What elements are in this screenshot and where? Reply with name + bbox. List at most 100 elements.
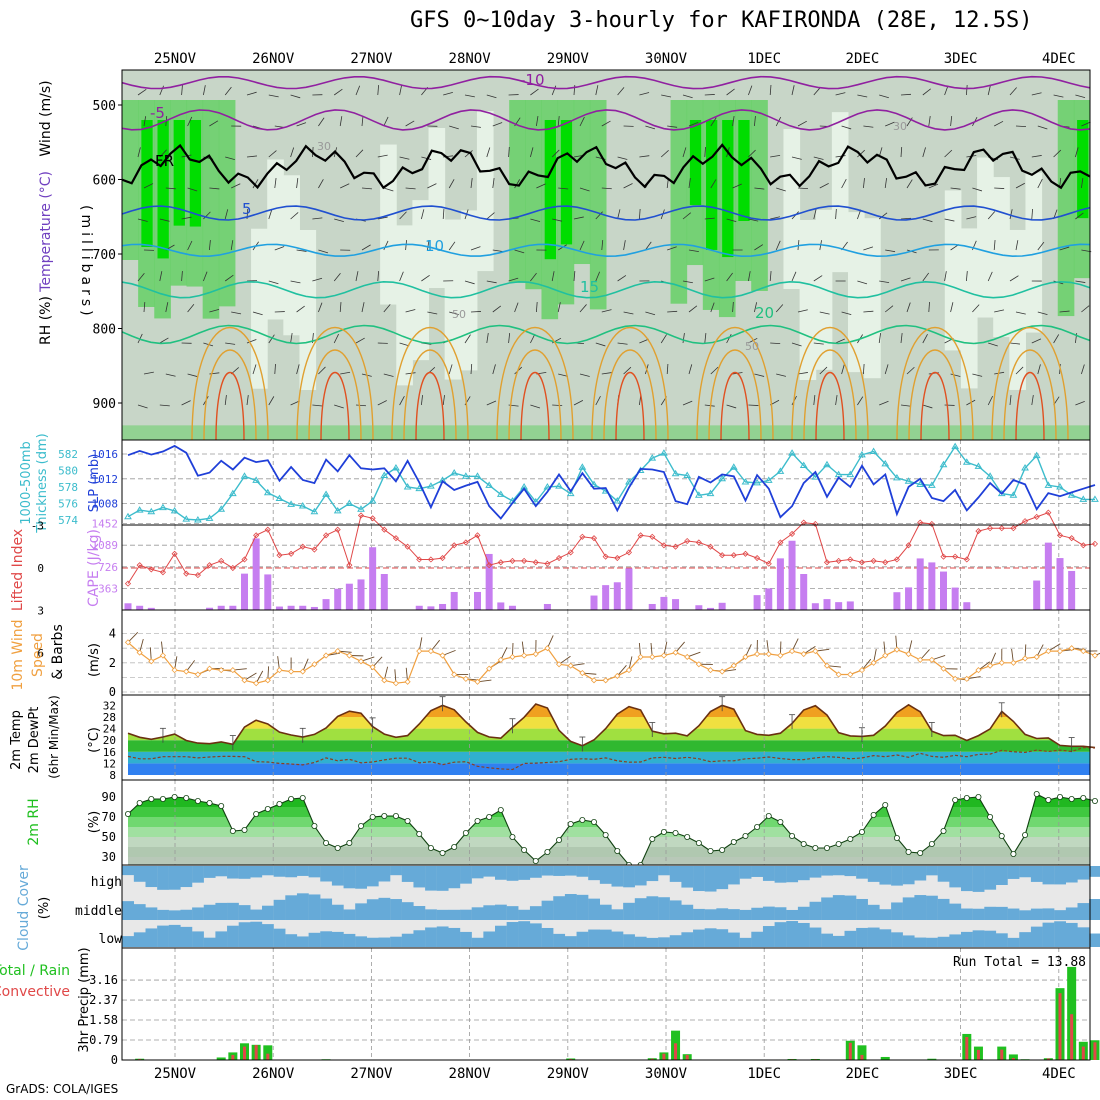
rh-point [742,833,749,840]
wind-barb [1009,395,1012,406]
wind-barb [754,302,758,313]
wind-barb [922,218,933,223]
wind-barb [791,85,795,96]
lifted-point [555,554,563,562]
wind-barb [813,87,821,96]
cloud-column [495,866,507,880]
lifted-point [497,559,504,566]
cloud-column [611,909,624,920]
cloud-column [308,894,321,920]
rh-point [1057,794,1064,801]
wind-barb [863,178,865,189]
lifted-point [719,552,726,559]
wind-barb [688,178,691,189]
lifted-point [882,559,889,566]
wind-speed-point [754,650,761,658]
cloud-column [471,866,484,879]
cloud-column [681,932,694,947]
wind-barb [922,272,930,282]
cloud-column [914,937,927,947]
wind-barb [710,366,719,375]
thickness-point [287,500,295,507]
rh-point [614,848,621,855]
wind-barb [987,85,991,96]
wind-barb [900,333,903,344]
wind-barb [972,373,983,377]
rh-point [649,836,656,843]
cloud-column [588,866,600,881]
cape-bar [788,540,796,610]
wind-speed-point [917,656,924,663]
wind-barb [427,311,438,315]
thickness-point [706,489,715,497]
wind-barb [187,187,198,192]
wind-barb [181,216,192,220]
thickness-point [1021,464,1029,471]
thickness-point [380,471,389,478]
wind-speed-point [835,671,842,678]
wind-barb [405,187,416,190]
wind-barb [1053,149,1062,158]
y-axis-label-part: Temperature (°C) [38,171,54,293]
wind-barb [268,94,279,98]
slp-tick-label: 1016 [92,448,119,461]
cloud-column [390,866,402,876]
lifted-point [788,530,796,537]
temperature-contour [603,349,657,441]
wind-barb [159,337,169,344]
cloud-column [786,866,799,883]
lifted-point [241,556,248,563]
cloud-column [937,898,950,920]
cloud-column [343,866,356,889]
precip-convective-bar [848,1042,852,1060]
wind-barb [464,280,475,285]
wind-barb [667,246,677,251]
wind-barb [754,116,756,127]
thickness-point [869,447,878,455]
temp-line [127,703,1096,749]
temp-tick-label: 28 [103,711,116,724]
cloud-column [856,898,868,920]
wind-barb [312,217,323,220]
date-label-top: 3DEC [944,51,978,67]
cloud-column [215,866,228,877]
cloud-column [972,930,985,947]
thickness-point [543,483,552,490]
rh-point [136,800,143,807]
cloud-column [961,908,973,920]
cloud-column [401,902,414,920]
date-label-bottom: 29NOV [547,1066,590,1082]
cloud-column [704,866,717,892]
wind-barb [500,647,508,661]
rh-point [334,845,341,852]
lifted-point [288,550,295,557]
wind-barb [922,334,928,344]
temperature-contour [215,372,245,441]
lifted-point [183,570,190,577]
cloud-column [250,921,263,947]
cloud-column [972,866,985,892]
wind-barb [127,632,139,643]
wind-barb [203,85,206,96]
y-axis-unit: (millibars) [78,205,94,320]
wind-barb [950,302,954,313]
rh-band [1025,172,1043,333]
wind-barb [797,372,808,375]
cloud-column [693,929,705,947]
precip-convective-bar [254,1045,258,1060]
cloud-column [1077,927,1090,947]
wind-barb [224,274,234,282]
cloud-column [902,897,915,920]
wind-speed-point [183,668,190,675]
wind-barb [1031,155,1042,158]
cloud-column [856,866,868,879]
wind-barb [405,372,416,375]
cape-bar [800,574,808,610]
wind-barb [704,217,715,220]
wind-barb [879,280,890,284]
cloud-column [122,866,134,876]
wind-barb [449,125,459,130]
cloud-column [821,866,833,876]
cape-bar [928,562,936,610]
date-label-bottom: 4DEC [1042,1066,1076,1082]
